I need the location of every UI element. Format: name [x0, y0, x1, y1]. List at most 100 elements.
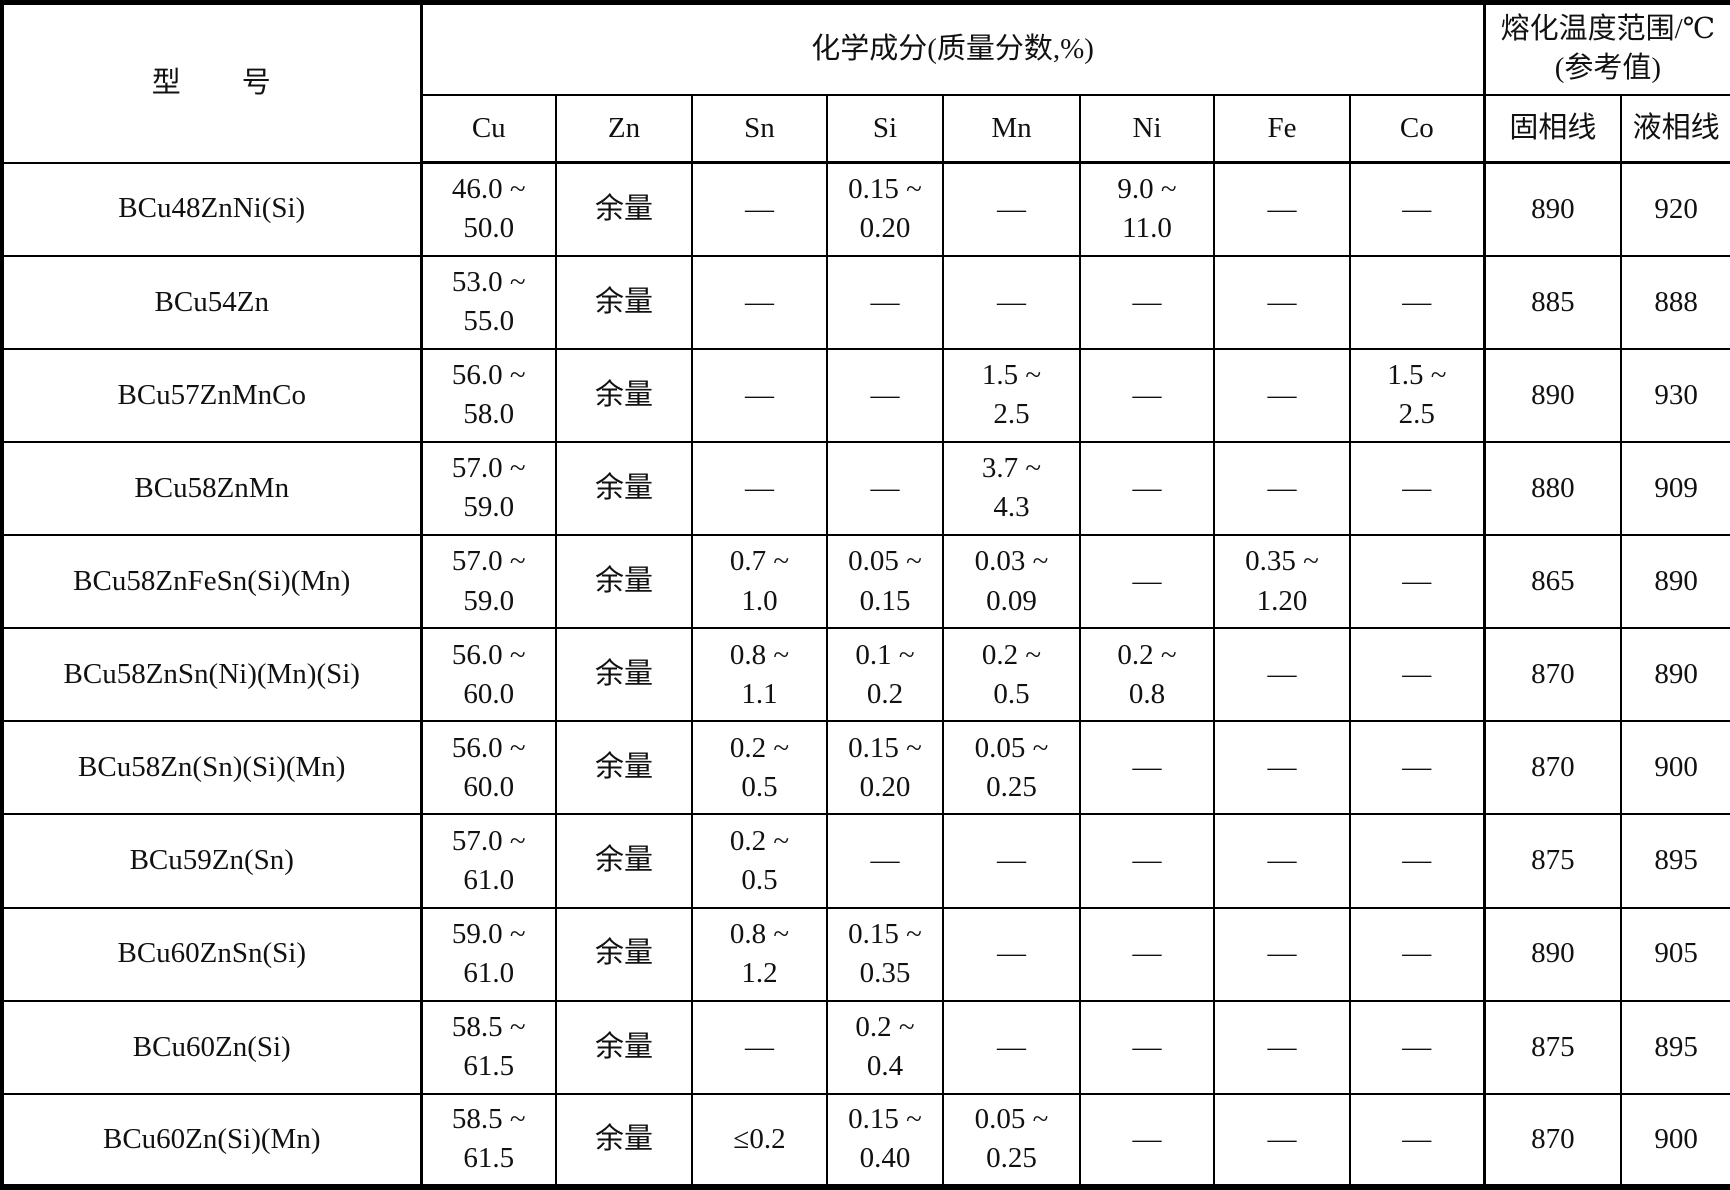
cell-solidus: 885	[1482, 254, 1623, 350]
cell-zn: 余量	[555, 161, 693, 257]
cell-liquidus: 888	[1620, 254, 1730, 350]
cell-ni: —	[1079, 254, 1215, 350]
table-body: BCu48ZnNi(Si) 46.0 ~ 50.0 余量 —0.15 ~ 0.20—9…	[1, 161, 1730, 1189]
cell-zn: 余量	[555, 533, 693, 630]
model-designation: BCu58Zn(Sn)(Si)(Mn)	[1, 720, 422, 816]
cell-liquidus: 895	[1620, 999, 1730, 1095]
cell-ni: —	[1079, 347, 1215, 443]
header-group-row: 型 号 化学成分(质量分数,%) 熔化温度范围/℃ (参考值)	[1, 1, 1730, 164]
cell-si: —	[826, 347, 944, 443]
cell-sn: —	[691, 999, 828, 1095]
table-row: BCu60Zn(Si) 58.5 ~ 61.5 余量 —0.2 ~ 0.4— — — —87…	[1, 999, 1730, 1095]
cell-si: 0.15 ~ 0.40	[826, 1092, 944, 1189]
cell-cu: 56.0 ~ 58.0	[419, 347, 557, 443]
model-designation: BCu60ZnSn(Si)	[1, 906, 422, 1002]
cell-cu: 57.0 ~ 59.0	[419, 440, 557, 537]
cell-si: 0.05 ~ 0.15	[826, 533, 944, 630]
cell-liquidus: 890	[1620, 627, 1730, 723]
cell-cu: 56.0 ~ 60.0	[419, 627, 557, 723]
cell-co: —	[1348, 813, 1486, 909]
cell-ni: —	[1079, 1092, 1215, 1189]
cell-co: —	[1348, 1092, 1486, 1189]
cell-liquidus: 900	[1620, 1092, 1730, 1189]
cell-si: 0.15 ~ 0.35	[826, 906, 944, 1002]
cell-co: —	[1348, 720, 1486, 816]
model-designation: BCu58ZnSn(Ni)(Mn)(Si)	[1, 627, 422, 723]
cell-sn: 0.8 ~ 1.1	[691, 627, 828, 723]
cell-si: 0.15 ~ 0.20	[826, 720, 944, 816]
cell-co: —	[1348, 627, 1486, 723]
cell-sn: —	[691, 347, 828, 443]
cell-ni: —	[1079, 720, 1215, 816]
cell-liquidus: 905	[1620, 906, 1730, 1002]
cell-mn: 0.05 ~ 0.25	[942, 1092, 1081, 1189]
cell-solidus: 870	[1482, 1092, 1623, 1189]
cell-mn: —	[942, 906, 1081, 1002]
cell-mn: 0.05 ~ 0.25	[942, 720, 1081, 816]
cell-zn: 余量	[555, 813, 693, 909]
model-designation: BCu58ZnMn	[1, 440, 422, 537]
table-header: 型 号 化学成分(质量分数,%) 熔化温度范围/℃ (参考值) Cu Zn Sn…	[1, 1, 1730, 164]
column-header-zn: Zn	[555, 93, 693, 164]
cell-liquidus: 930	[1620, 347, 1730, 443]
cell-mn: —	[942, 999, 1081, 1095]
cell-si: —	[826, 254, 944, 350]
cell-fe: —	[1213, 813, 1351, 909]
cell-liquidus: 920	[1620, 161, 1730, 257]
cell-si: —	[826, 440, 944, 537]
cell-co: —	[1348, 440, 1486, 537]
column-header-si: Si	[826, 93, 944, 164]
column-header-solidus: 固相线	[1482, 93, 1623, 164]
cell-co: 1.5 ~ 2.5	[1348, 347, 1486, 443]
model-designation: BCu60Zn(Si)(Mn)	[1, 1092, 422, 1189]
model-designation: BCu60Zn(Si)	[1, 999, 422, 1095]
cell-sn: 0.7 ~ 1.0	[691, 533, 828, 630]
cell-zn: 余量	[555, 440, 693, 537]
cell-zn: 余量	[555, 906, 693, 1002]
cell-zn: 余量	[555, 1092, 693, 1189]
column-header-co: Co	[1348, 93, 1486, 164]
cell-ni: —	[1079, 813, 1215, 909]
table-row: BCu58ZnFeSn(Si)(Mn) 57.0 ~ 59.0 余量 0.7 ~ 1.…	[1, 533, 1730, 630]
cell-solidus: 870	[1482, 720, 1623, 816]
header-sub-row: Cu Zn Sn Si Mn Ni Fe Co 固相线 液相线	[2, 93, 1730, 164]
cell-cu: 58.5 ~ 61.5	[419, 1092, 557, 1189]
cell-ni: —	[1079, 999, 1215, 1095]
cell-fe: —	[1213, 161, 1351, 257]
cell-sn: ≤0.2	[691, 1092, 828, 1189]
column-header-fe: Fe	[1213, 93, 1351, 164]
table-row: BCu60Zn(Si)(Mn) 58.5 ~ 61.5 余量 ≤0.2 0.15 ~ 0…	[1, 1092, 1730, 1189]
cell-cu: 56.0 ~ 60.0	[419, 720, 557, 816]
cell-solidus: 870	[1482, 627, 1623, 723]
cell-ni: —	[1079, 906, 1215, 1002]
cell-si: 0.15 ~ 0.20	[826, 161, 944, 257]
cell-fe: 0.35 ~ 1.20	[1213, 533, 1351, 630]
column-header-sn: Sn	[691, 93, 828, 164]
cell-sn: 0.2 ~ 0.5	[691, 813, 828, 909]
cell-zn: 余量	[555, 999, 693, 1095]
column-header-cu: Cu	[419, 93, 557, 164]
column-group-chemical-composition: 化学成分(质量分数,%)	[419, 1, 1486, 96]
cell-solidus: 880	[1482, 440, 1623, 537]
cell-solidus: 865	[1482, 533, 1623, 630]
cell-co: —	[1348, 999, 1486, 1095]
model-designation: BCu57ZnMnCo	[1, 347, 422, 443]
table-row: BCu58Zn(Sn)(Si)(Mn) 56.0 ~ 60.0 余量 0.2 ~ 0.…	[1, 720, 1730, 816]
cell-fe: —	[1213, 440, 1351, 537]
cell-solidus: 875	[1482, 999, 1623, 1095]
cell-mn: 3.7 ~ 4.3	[942, 440, 1081, 537]
cell-fe: —	[1213, 999, 1351, 1095]
cell-liquidus: 895	[1620, 813, 1730, 909]
cell-zn: 余量	[555, 627, 693, 723]
cell-co: —	[1348, 906, 1486, 1002]
cell-fe: —	[1213, 720, 1351, 816]
cell-sn: —	[691, 254, 828, 350]
cell-liquidus: 909	[1620, 440, 1730, 537]
cell-cu: 58.5 ~ 61.5	[419, 999, 557, 1095]
cell-co: —	[1348, 254, 1486, 350]
cell-ni: —	[1079, 533, 1215, 630]
cell-ni: 9.0 ~ 11.0	[1079, 161, 1215, 257]
cell-si: 0.2 ~ 0.4	[826, 999, 944, 1095]
